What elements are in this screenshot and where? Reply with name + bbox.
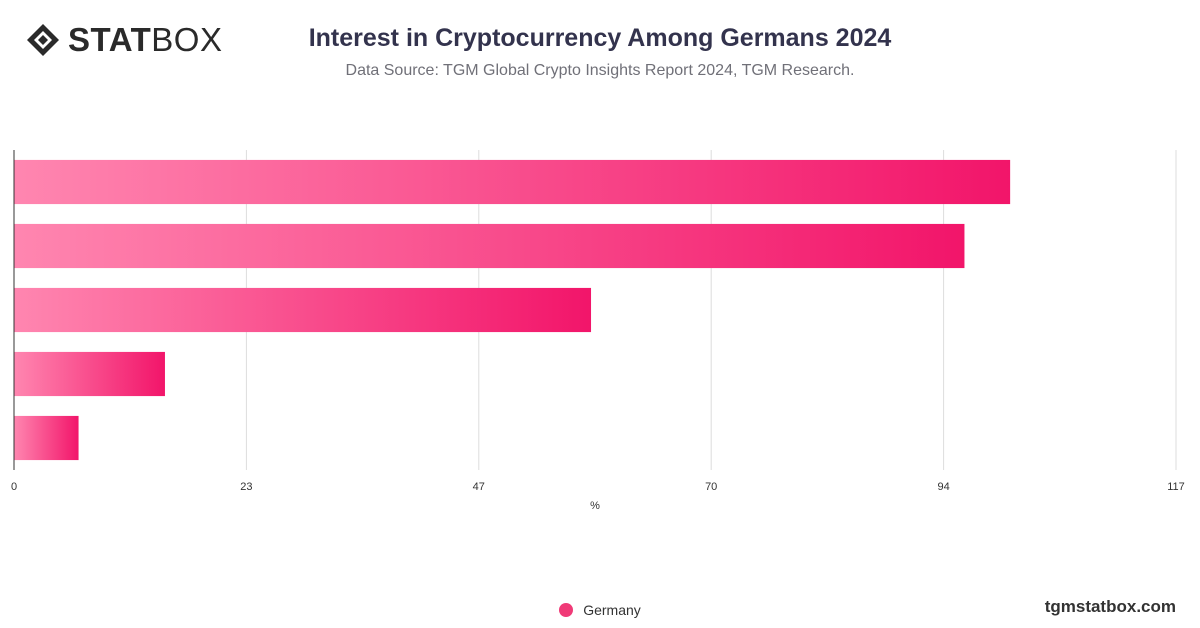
logo-wordmark: STATBOX: [68, 22, 222, 58]
x-tick-label: 117: [1167, 481, 1185, 493]
bar-chart: 0 23 47 70 94 117 %: [11, 150, 1185, 512]
x-tick-label: 0: [11, 481, 17, 493]
x-axis-ticks: 0 23 47 70 94 117: [11, 481, 1185, 493]
legend: Germany: [0, 602, 1200, 618]
logo-text-light: BOX: [151, 21, 223, 58]
x-tick-label: 23: [240, 481, 252, 493]
logo-text-bold: STAT: [68, 21, 152, 58]
x-tick-label: 47: [473, 481, 485, 493]
bar-1[interactable]: [14, 159, 1011, 205]
x-tick-label: 70: [705, 481, 717, 493]
chart-subtitle: Data Source: TGM Global Crypto Insights …: [345, 62, 855, 79]
brand-footer: tgmstatbox.com: [1044, 597, 1176, 616]
bar-2[interactable]: [14, 223, 965, 269]
bar-4[interactable]: [14, 351, 165, 397]
x-axis-label: %: [590, 500, 600, 512]
bar-3[interactable]: [14, 287, 592, 333]
statbox-logo: STATBOX: [26, 22, 222, 58]
circle-marker-icon: [559, 603, 574, 617]
legend-label-germany: Germany: [583, 602, 641, 618]
diamond-logo-icon: [27, 24, 59, 56]
bar-5[interactable]: [14, 415, 79, 461]
bar-series-germany: [14, 159, 1011, 461]
chart-title: Interest in Cryptocurrency Among Germans…: [308, 24, 892, 52]
x-tick-label: 94: [937, 481, 949, 493]
